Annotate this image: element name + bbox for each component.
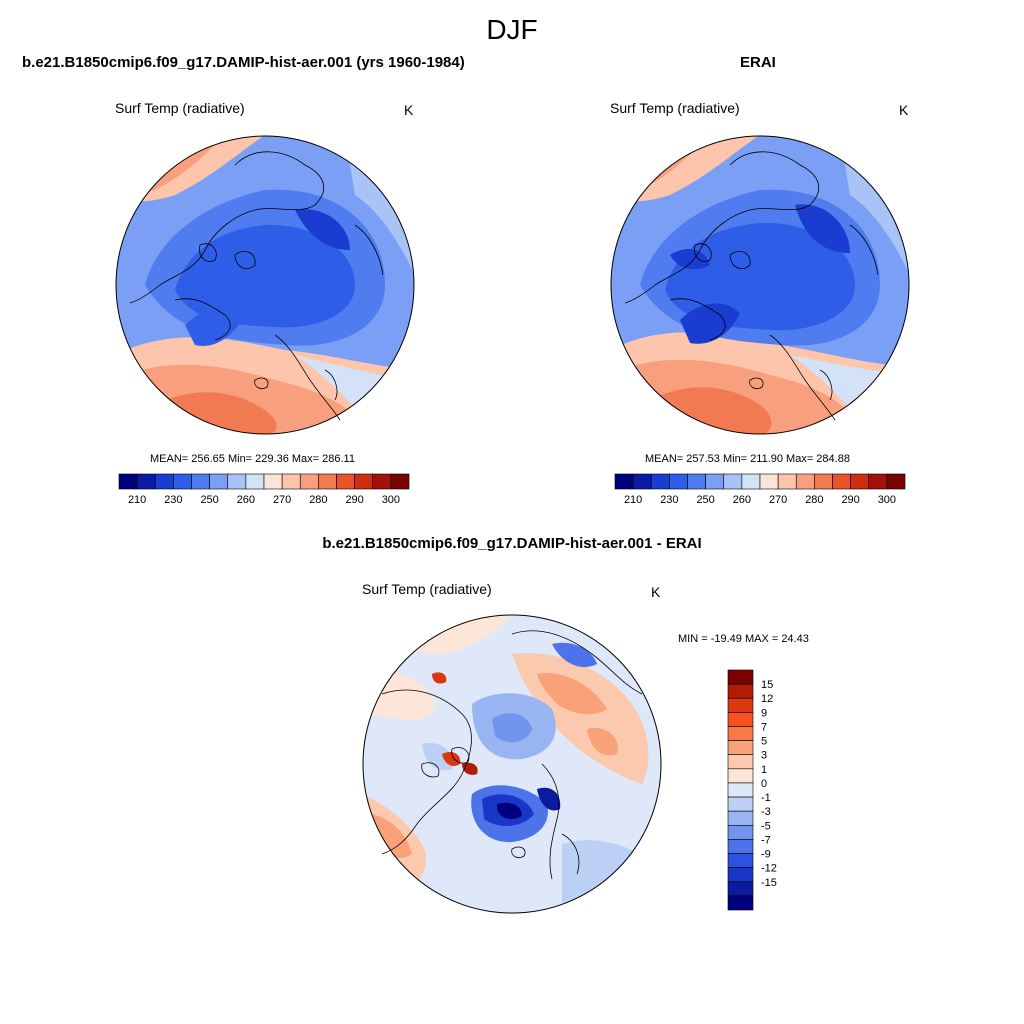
model-polar-map	[115, 135, 415, 435]
diff-colorbar-tick-label: -1	[761, 792, 771, 804]
obs-colorbar-swatch	[850, 473, 870, 490]
diff-colorbar-tick-label: 15	[761, 679, 773, 691]
model-colorbar-swatch	[209, 473, 229, 490]
obs-colorbar-swatch	[632, 473, 652, 490]
obs-polar-map	[610, 135, 910, 435]
diff-colorbar-swatch	[727, 726, 754, 741]
model-stats: MEAN= 256.65 Min= 229.36 Max= 286.11	[150, 453, 355, 465]
obs-colorbar-swatch	[705, 473, 725, 490]
diff-colorbar-swatch	[727, 824, 754, 840]
diff-colorbar-tick-label: 12	[761, 693, 773, 705]
obs-colorbar: 210 230 250 260 270 280 290 300	[614, 473, 906, 506]
diff-variable-label: Surf Temp (radiative)	[362, 581, 492, 597]
model-colorbar-swatch	[390, 473, 410, 490]
model-colorbar-swatch	[136, 473, 156, 490]
diff-colorbar-swatch	[727, 697, 754, 713]
obs-colorbar-tick-label: 260	[733, 494, 751, 506]
obs-colorbar-swatch	[832, 473, 851, 490]
diff-polar-map	[362, 614, 662, 914]
model-variable-label: Surf Temp (radiative)	[115, 100, 245, 116]
obs-panel-title: ERAI	[740, 54, 776, 71]
model-colorbar-swatch	[227, 473, 247, 490]
obs-colorbar-swatch	[614, 473, 634, 490]
diff-colorbar-tick-label: 0	[761, 778, 767, 790]
diff-colorbar-swatch	[727, 740, 754, 756]
model-colorbar-swatch	[354, 473, 374, 490]
diff-colorbar-swatch	[727, 768, 754, 784]
diff-colorbar-tick-label: 5	[761, 736, 767, 748]
diff-colorbar-tick-label: -5	[761, 820, 771, 832]
diff-colorbar-tick-label: 9	[761, 707, 767, 719]
obs-stats: MEAN= 257.53 Min= 211.90 Max= 284.88	[645, 453, 850, 465]
diff-colorbar-swatch	[727, 669, 754, 685]
obs-colorbar-tick-label: 290	[841, 494, 859, 506]
diff-panel-title: b.e21.B1850cmip6.f09_g17.DAMIP-hist-aer.…	[322, 535, 702, 552]
diff-colorbar-swatch	[727, 895, 754, 911]
diff-colorbar-tick-label: -15	[761, 877, 777, 889]
obs-colorbar-tick-label: 280	[805, 494, 823, 506]
diff-colorbar-tick-label: -7	[761, 834, 771, 846]
obs-colorbar-tick-label: 270	[769, 494, 787, 506]
obs-colorbar-swatch	[687, 473, 706, 490]
model-panel-title: b.e21.B1850cmip6.f09_g17.DAMIP-hist-aer.…	[22, 54, 465, 71]
diff-colorbar-swatch	[727, 867, 754, 883]
model-colorbar-tick-label: 260	[237, 494, 255, 506]
model-colorbar-swatch	[191, 473, 210, 490]
season-title: DJF	[486, 14, 538, 45]
diff-colorbar-swatch	[727, 796, 754, 812]
model-colorbar-swatch	[263, 473, 283, 490]
diff-colorbar-swatch	[727, 853, 754, 868]
obs-colorbar-swatch	[669, 473, 688, 490]
diff-colorbar-swatch	[727, 782, 754, 798]
model-colorbar-swatch	[299, 473, 319, 490]
diff-colorbar-swatch	[727, 712, 754, 727]
model-colorbar-swatch	[245, 473, 265, 490]
obs-colorbar-swatch	[741, 473, 761, 490]
diff-colorbar-tick-label: 1	[761, 764, 767, 776]
model-colorbar-swatch	[372, 473, 392, 490]
obs-colorbar-swatch	[777, 473, 797, 490]
model-colorbar-swatch	[173, 473, 192, 490]
model-colorbar-swatch	[318, 473, 337, 490]
obs-colorbar-tick-label: 210	[624, 494, 642, 506]
obs-colorbar-swatch	[650, 473, 670, 490]
obs-colorbar-swatch	[723, 473, 743, 490]
diff-colorbar-tick-label: 7	[761, 721, 767, 733]
diff-units-label: K	[651, 584, 661, 600]
diff-colorbar-swatch	[727, 754, 754, 770]
diff-colorbar-tick-label: -3	[761, 806, 771, 818]
model-colorbar: 210 230 250 260 270 280 290 300	[118, 473, 410, 506]
diff-colorbar-swatch	[727, 683, 754, 699]
diff-colorbar-tick-label: -12	[761, 863, 777, 875]
obs-colorbar-swatch	[886, 473, 906, 490]
model-colorbar-swatch	[118, 473, 138, 490]
diff-colorbar-swatch	[727, 810, 754, 826]
obs-colorbar-swatch	[868, 473, 888, 490]
model-colorbar-tick-label: 280	[309, 494, 327, 506]
obs-colorbar-tick-label: 300	[878, 494, 896, 506]
obs-colorbar-swatch	[814, 473, 833, 490]
model-colorbar-tick-label: 250	[200, 494, 218, 506]
model-colorbar-swatch	[336, 473, 355, 490]
model-colorbar-swatch	[281, 473, 301, 490]
diff-colorbar-tick-label: -9	[761, 849, 771, 861]
model-colorbar-tick-label: 290	[345, 494, 363, 506]
obs-units-label: K	[899, 102, 909, 118]
diff-stats: MIN = -19.49 MAX = 24.43	[678, 633, 809, 645]
model-colorbar-tick-label: 210	[128, 494, 146, 506]
obs-colorbar-tick-label: 250	[696, 494, 714, 506]
model-colorbar-swatch	[154, 473, 174, 490]
diff-colorbar-swatch	[727, 881, 754, 897]
model-colorbar-tick-label: 300	[382, 494, 400, 506]
diff-colorbar-tick-label: 3	[761, 750, 767, 762]
diff-colorbar: 15 12 9 7 5 3 1 0 -1 -3 -5 -7 -9 -12 -15	[727, 669, 777, 911]
model-colorbar-tick-label: 270	[273, 494, 291, 506]
diff-colorbar-swatch	[727, 839, 754, 854]
obs-colorbar-swatch	[759, 473, 779, 490]
obs-colorbar-tick-label: 230	[660, 494, 678, 506]
model-colorbar-tick-label: 230	[164, 494, 182, 506]
obs-variable-label: Surf Temp (radiative)	[610, 100, 740, 116]
model-units-label: K	[404, 102, 414, 118]
obs-colorbar-swatch	[795, 473, 815, 490]
